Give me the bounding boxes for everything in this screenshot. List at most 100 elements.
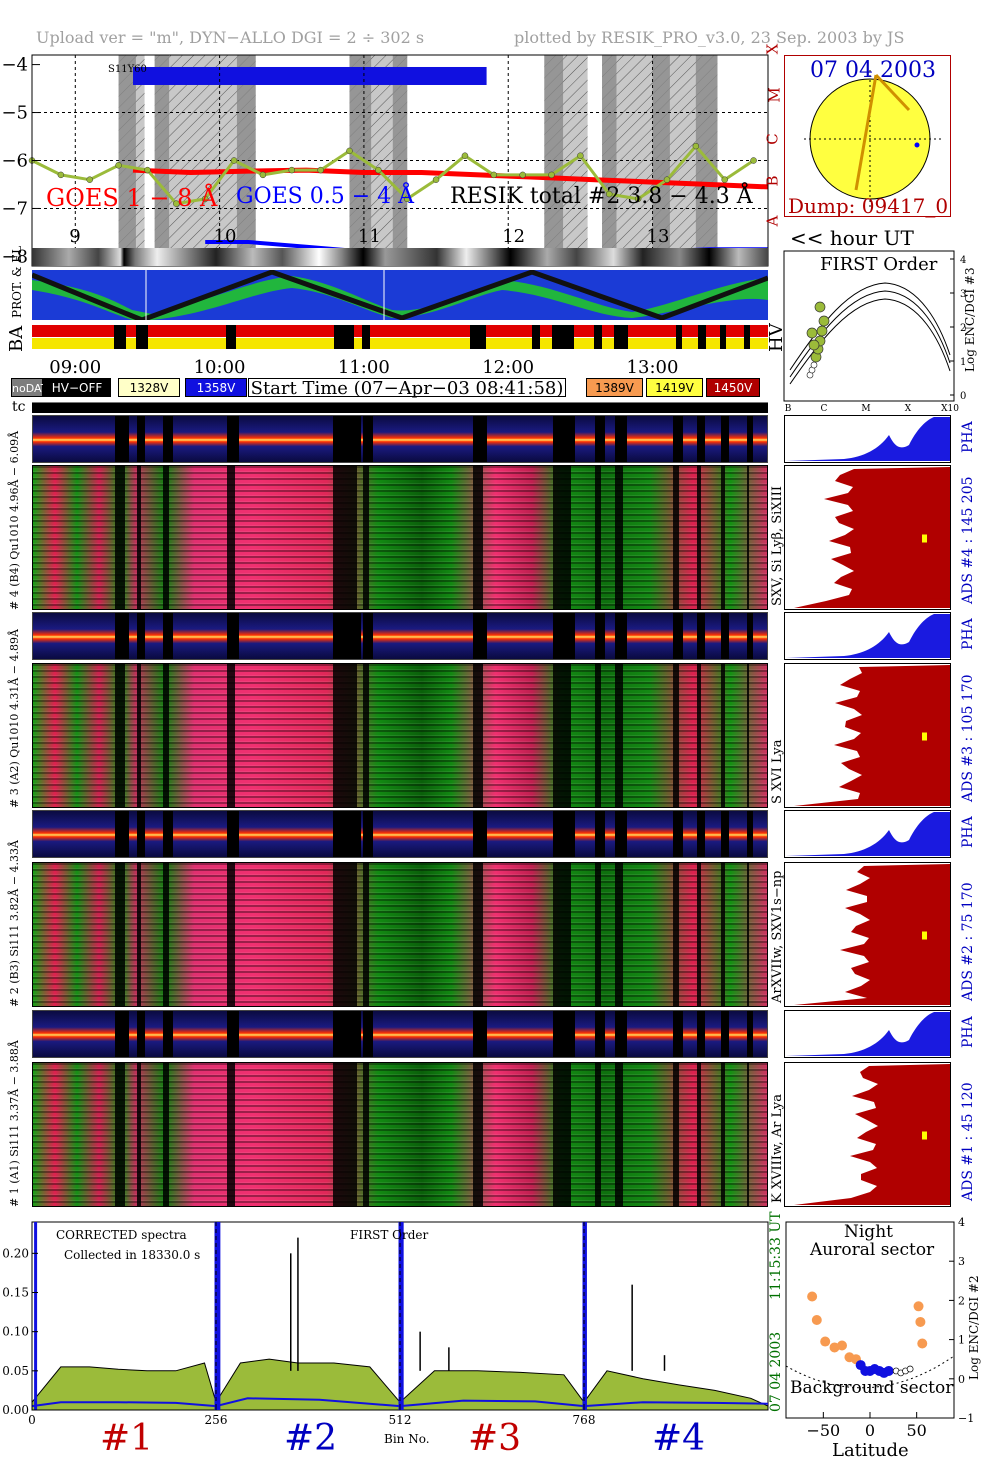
resik-point <box>663 176 671 183</box>
channel-number-label: #3 <box>468 1418 522 1459</box>
spec-xtick-label: 768 <box>573 1413 596 1427</box>
lat-xlabel: Latitude <box>832 1440 909 1461</box>
ads-gap <box>333 863 357 1006</box>
pha-gap <box>163 1011 173 1057</box>
ads-gap <box>721 863 725 1006</box>
upload-version: Upload ver = "m", DYN−ALLO DGI = 2 ÷ 302… <box>36 28 425 47</box>
channel-label: # 2 (B3) Si111 3.82Å − 4.33Å <box>8 840 21 1007</box>
line-id-label: K XVIIIw, Ar Lya <box>770 1094 785 1203</box>
ads-gap <box>615 664 623 807</box>
ads-gap <box>595 863 601 1006</box>
ads-gap <box>747 664 749 807</box>
channel-number-label: #4 <box>652 1418 706 1459</box>
pha-label: PHA <box>960 421 976 453</box>
ads-gap <box>747 466 749 609</box>
plotted-by: plotted by RESIK_PRO_v3.0, 23 Sep. 2003 … <box>514 28 905 47</box>
pha-gap <box>721 613 729 659</box>
latitude-point <box>820 1336 831 1347</box>
resik-point <box>577 152 584 159</box>
ads-gap <box>227 466 235 609</box>
ads-gap <box>473 863 483 1006</box>
shadow-band <box>652 55 670 266</box>
resik-point <box>201 195 209 203</box>
pha-gap <box>747 613 753 659</box>
lat-night: Night <box>844 1222 893 1242</box>
ads-name-label: ADS #1 : 45 120 <box>960 1082 976 1201</box>
pha-gap <box>473 811 487 857</box>
ads-gap <box>115 664 125 807</box>
ads-gap <box>747 1063 749 1206</box>
ba-gap <box>720 325 726 349</box>
latitude-point <box>917 1338 928 1349</box>
spectrum-collected: Collected in 18330.0 s <box>64 1248 201 1262</box>
enc3-point <box>806 327 818 339</box>
pha-histogram <box>784 810 951 858</box>
ads-histogram <box>784 1062 951 1207</box>
pha-gap <box>697 1011 705 1057</box>
spec-xtick-label: 512 <box>389 1413 412 1427</box>
enc3-xtick: X <box>905 404 912 414</box>
pha-fill <box>786 417 950 461</box>
goes-lightcurve-svg: −4 −5 −6 −7 −8 <box>1 54 769 267</box>
ads-marker <box>922 931 927 940</box>
pha-gap <box>333 811 361 857</box>
ads-gap <box>115 1063 125 1206</box>
enc3-ytick-label: 1 <box>960 357 966 368</box>
satellite-track <box>854 74 878 191</box>
ads-histogram <box>784 862 951 1007</box>
lat-xtick-label: 0 <box>865 1421 875 1440</box>
channel-label: # 1 (A1) Si111 3.37Å − 3.88Å <box>8 1040 21 1207</box>
lat-ytick-label: 3 <box>958 1255 965 1268</box>
pha-gap <box>227 811 239 857</box>
enc3-point <box>814 301 826 313</box>
ads-spectrogram <box>32 663 768 808</box>
enc3-xtick: C <box>821 404 828 414</box>
ads-gap <box>553 863 571 1006</box>
ads-gap <box>473 664 483 807</box>
shadow-band <box>349 55 372 266</box>
pha-gap <box>363 811 373 857</box>
pha-gap <box>673 811 683 857</box>
resik-point <box>403 195 411 203</box>
pha-gap <box>747 811 753 857</box>
resik-point <box>375 166 382 174</box>
sun-disk-panel <box>784 55 951 217</box>
lat-ytick-label: 1 <box>958 1334 965 1347</box>
legend-resik-total: RESIK total #2 3.8 − 4.3 Å <box>450 184 753 209</box>
line-id-label: SXV, Si Lyβ, SiXIII <box>770 486 785 606</box>
spec-xtick-label: 256 <box>205 1413 228 1427</box>
pha-gap <box>473 1011 487 1057</box>
sun-date: 07 04 2003 <box>810 58 936 83</box>
pha-gap <box>697 416 705 462</box>
legend-1389v: 1389V <box>586 378 643 397</box>
resik-point <box>86 176 93 183</box>
pha-gap <box>473 416 487 462</box>
latitude-point <box>837 1340 847 1351</box>
resik-point <box>57 171 65 179</box>
ads-gap <box>137 466 141 609</box>
enc3-ylabel: Log ENC/DGI #3 <box>963 267 977 372</box>
pha-fill <box>786 614 950 658</box>
pha-strip <box>32 810 768 858</box>
pha-fill <box>786 812 950 856</box>
pha-gap <box>721 416 729 462</box>
lat-xtick-label: 50 <box>906 1421 926 1440</box>
enc3-ytick-label: 2 <box>960 323 966 334</box>
ads-gap <box>227 664 235 807</box>
spectrum-first-order: FIRST Order <box>350 1228 429 1242</box>
ads-gap <box>363 466 369 609</box>
pha-label: PHA <box>960 618 976 650</box>
pha-gap <box>553 613 575 659</box>
lat-ytick-label: 0 <box>958 1373 965 1386</box>
pha-histogram <box>784 612 951 660</box>
ads-gap <box>333 1063 357 1206</box>
ba-gap <box>142 325 148 349</box>
ads-gap <box>163 863 169 1006</box>
ads-gap <box>227 863 235 1006</box>
resik-point <box>346 147 353 155</box>
ads-gap <box>333 664 357 807</box>
pha-gap <box>595 811 605 857</box>
pha-gap <box>163 811 173 857</box>
ads-gap <box>673 664 679 807</box>
